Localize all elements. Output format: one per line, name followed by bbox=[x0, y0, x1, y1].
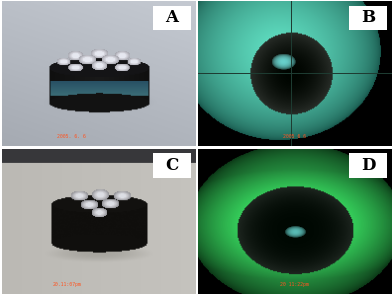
FancyBboxPatch shape bbox=[152, 153, 191, 178]
Text: 20.11:07pm: 20.11:07pm bbox=[53, 281, 82, 286]
FancyBboxPatch shape bbox=[152, 6, 191, 30]
Text: A: A bbox=[165, 9, 178, 26]
FancyBboxPatch shape bbox=[348, 153, 387, 178]
Text: C: C bbox=[165, 157, 179, 174]
Text: 2005. 6. 6: 2005. 6. 6 bbox=[57, 134, 86, 139]
FancyBboxPatch shape bbox=[348, 6, 387, 30]
Text: B: B bbox=[361, 9, 375, 26]
Text: 20 11:22pm: 20 11:22pm bbox=[280, 281, 309, 286]
Text: 2005 6 6: 2005 6 6 bbox=[283, 134, 306, 139]
Text: D: D bbox=[361, 157, 375, 174]
